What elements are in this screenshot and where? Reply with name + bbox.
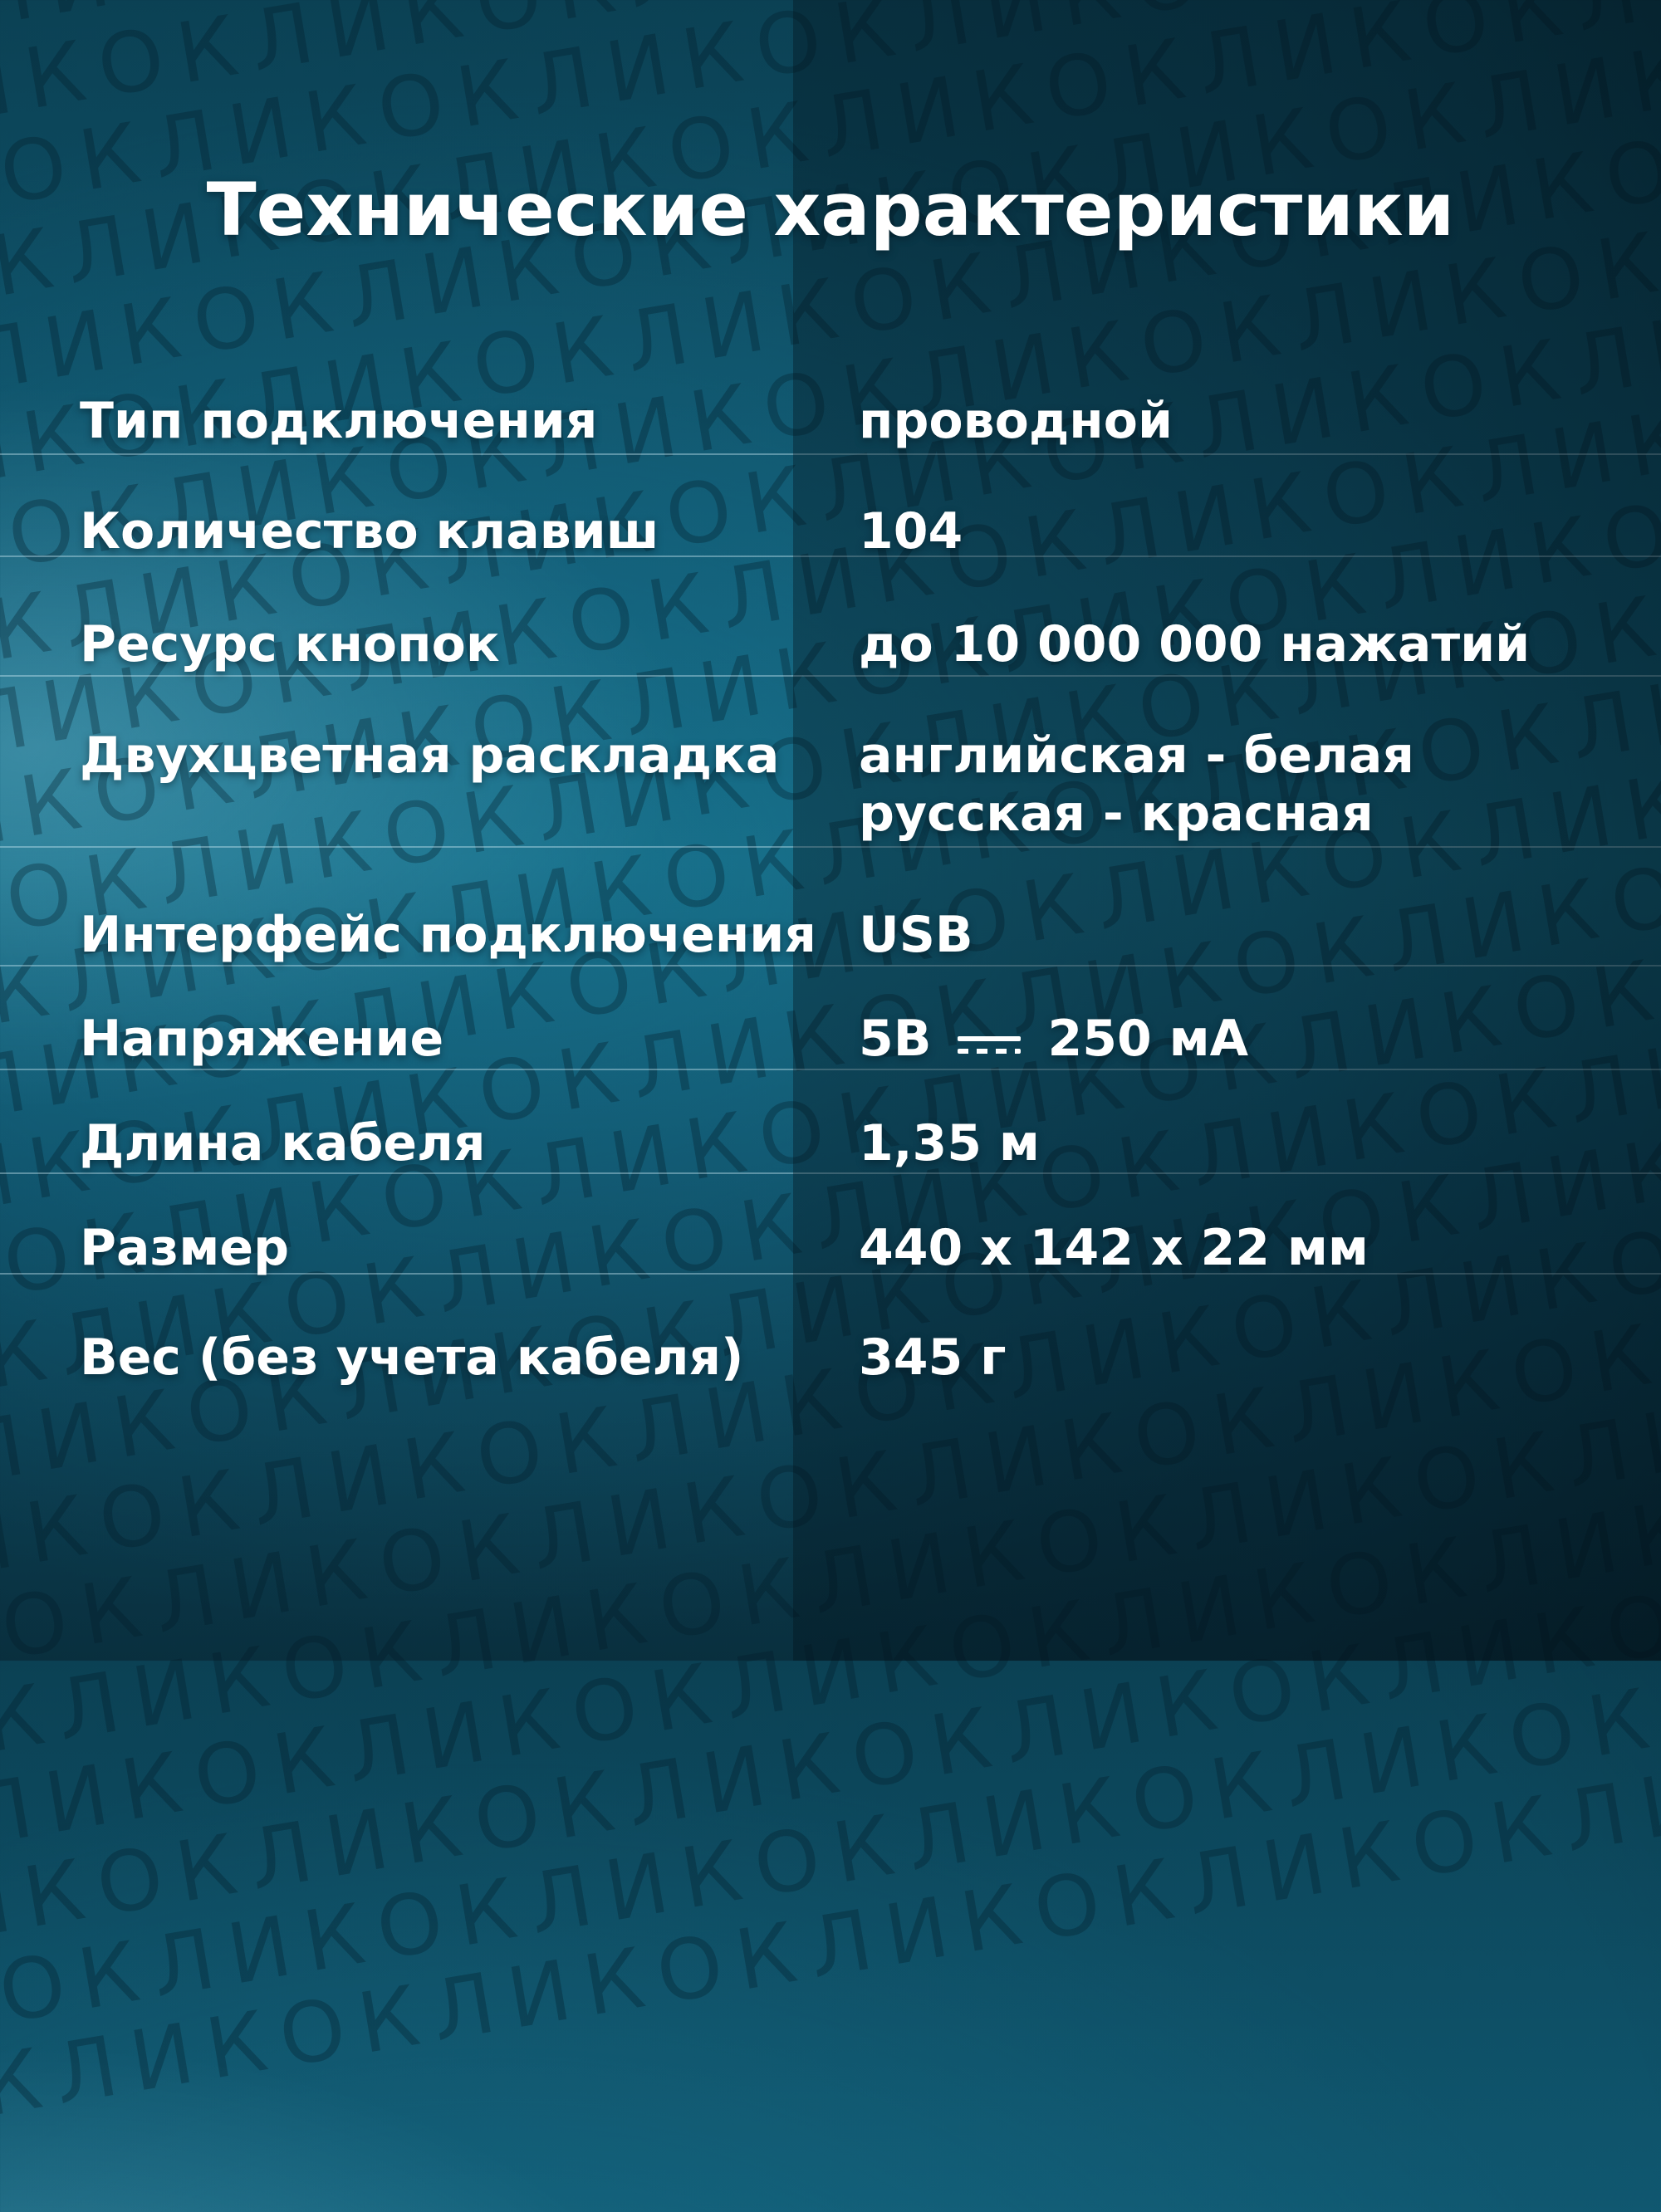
spec-label: Вес (без учета кабеля) — [80, 1329, 744, 1387]
spec-row-size: Размер 440 x 142 x 22 мм — [80, 1219, 1633, 1277]
voltage-value: 5В — [859, 1010, 932, 1068]
spec-value: 440 x 142 x 22 мм — [859, 1219, 1369, 1277]
spec-row-key-lifespan: Ресурс кнопок до 10 000 000 нажатий — [80, 615, 1633, 673]
spec-value: английская - белая русская - красная — [859, 727, 1414, 843]
current-value: 250 мА — [1047, 1010, 1249, 1068]
spec-row-connection-type: Тип подключения проводной — [80, 392, 1633, 450]
spec-row-cable-length: Длина кабеля 1,35 м — [80, 1114, 1633, 1172]
spec-row-two-color-layout: Двухцветная раскладка английская - белая… — [80, 727, 1633, 843]
spec-value: 104 — [859, 502, 963, 560]
spec-label: Тип подключения — [80, 392, 598, 450]
spec-label: Напряжение — [80, 1010, 444, 1068]
spec-value: до 10 000 000 нажатий — [859, 615, 1531, 673]
spec-value: проводной — [859, 392, 1173, 450]
spec-row-key-count: Количество клавиш 104 — [80, 502, 1633, 560]
right-half-shade-overlay — [793, 0, 1661, 1661]
spec-row-weight: Вес (без учета кабеля) 345 г — [80, 1329, 1633, 1387]
spec-value: 5В 250 мА — [859, 1010, 1248, 1068]
spec-label: Количество клавиш — [80, 502, 659, 560]
spec-value: 1,35 м — [859, 1114, 1040, 1172]
spec-label: Интерфейс подключения — [80, 906, 816, 964]
spec-value: 345 г — [859, 1329, 1007, 1387]
spec-row-voltage: Напряжение 5В 250 мА — [80, 1010, 1633, 1068]
page-title: Технические характеристики — [206, 167, 1455, 252]
spec-label: Ресурс кнопок — [80, 615, 500, 673]
spec-label: Длина кабеля — [80, 1114, 486, 1172]
spec-label: Размер — [80, 1219, 290, 1277]
dc-current-icon — [958, 1035, 1022, 1054]
spec-row-interface: Интерфейс подключения USB — [80, 906, 1633, 964]
spec-value: USB — [859, 906, 973, 964]
spec-label: Двухцветная раскладка — [80, 727, 780, 785]
